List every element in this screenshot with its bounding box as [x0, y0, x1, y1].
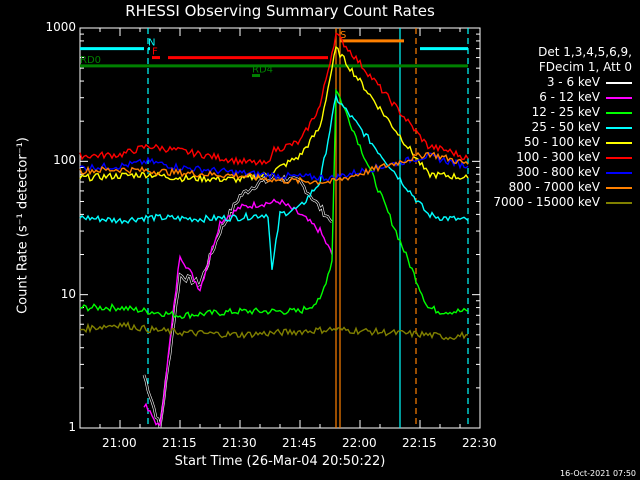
x-tick-label: 22:00: [342, 436, 377, 450]
legend-item-label: 12 - 25 keV: [531, 105, 600, 119]
legend-item: 12 - 25 keV: [493, 105, 632, 120]
axes: [79, 27, 481, 429]
legend-swatch: [606, 81, 632, 84]
series-line: [79, 151, 469, 186]
legend-swatch: [606, 186, 632, 189]
y-tick-label: 1000: [45, 20, 76, 34]
legend-swatch: [606, 111, 632, 114]
x-axis-label: Start Time (26-Mar-04 20:50:22): [174, 454, 386, 469]
legend-swatch: [606, 96, 632, 99]
legend-item-label: 6 - 12 keV: [539, 90, 600, 104]
y-axis-label: Count Rate (s⁻¹ detector⁻¹): [15, 137, 31, 314]
series-line: [79, 321, 468, 341]
legend-swatch: [606, 201, 632, 204]
legend-item: 100 - 300 keV: [493, 150, 632, 165]
legend-item-label: 100 - 300 keV: [516, 150, 600, 164]
legend-header-1: Det 1,3,4,5,6,9,: [538, 45, 632, 59]
legend-swatch: [606, 141, 632, 144]
y-tick-label: 10: [60, 286, 76, 301]
legend-item-label: 25 - 50 keV: [531, 120, 600, 134]
legend-item-label: 3 - 6 keV: [546, 75, 600, 89]
series-line: [143, 175, 333, 428]
legend-header-2: FDecim 1, Att 0: [538, 60, 632, 74]
legend-item: 50 - 100 keV: [493, 135, 632, 150]
legend-item: 300 - 800 keV: [493, 165, 632, 180]
series-line: [79, 32, 469, 166]
legend-swatch: [606, 171, 632, 174]
observing-flags: NF S RD0 RD4: [80, 30, 468, 78]
x-tick-label: 21:15: [162, 436, 197, 450]
legend-item-label: 300 - 800 keV: [516, 165, 600, 179]
series-line-outline: [142, 174, 333, 428]
y-tick-label: 100: [53, 153, 76, 168]
series-line: [79, 93, 469, 270]
flag-label: RD0: [80, 55, 101, 66]
legend-item: 6 - 12 keV: [493, 90, 632, 105]
flag-label: RD4: [252, 65, 273, 76]
flag-label: N: [148, 38, 155, 49]
flag-label: F: [152, 47, 158, 58]
legend-swatch: [606, 126, 632, 129]
chart-title: RHESSI Observing Summary Count Rates: [125, 2, 435, 20]
legend-item: 25 - 50 keV: [493, 120, 632, 135]
legend: Det 1,3,4,5,6,9, FDecim 1, Att 0 3 - 6 k…: [493, 45, 632, 210]
x-tick-label: 22:30: [462, 436, 497, 450]
plot-frame: [79, 27, 481, 429]
x-tick-label: 21:45: [282, 436, 317, 450]
legend-item-label: 800 - 7000 keV: [508, 180, 600, 194]
timestamp: 16-Oct-2021 07:50: [560, 469, 636, 478]
x-tick-label: 22:15: [402, 436, 437, 450]
legend-item: 7000 - 15000 keV: [493, 195, 632, 210]
series-line: [79, 45, 469, 184]
series-line: [79, 152, 469, 182]
series-line: [79, 88, 469, 320]
legend-item: 800 - 7000 keV: [493, 180, 632, 195]
series-line: [143, 198, 333, 428]
x-tick-label: 21:00: [102, 436, 137, 450]
series-lines: [79, 32, 469, 428]
flag-label: S: [340, 30, 346, 41]
legend-swatch: [606, 156, 632, 159]
x-tick-label: 21:30: [222, 436, 257, 450]
legend-item-label: 7000 - 15000 keV: [493, 195, 600, 209]
legend-item-label: 50 - 100 keV: [523, 135, 600, 149]
y-tick-label: 1: [68, 420, 76, 434]
legend-item: 3 - 6 keV: [493, 75, 632, 90]
vertical-markers: [147, 28, 469, 428]
